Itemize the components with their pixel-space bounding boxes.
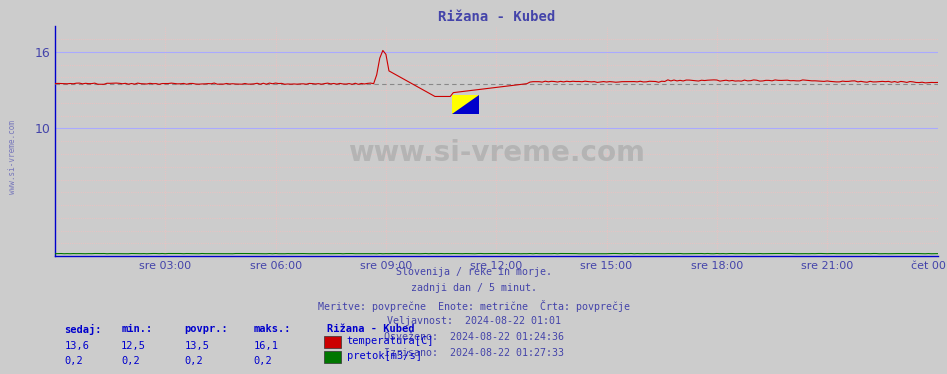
Text: Slovenija / reke in morje.: Slovenija / reke in morje. [396,267,551,278]
Polygon shape [452,95,478,114]
Text: 0,2: 0,2 [121,356,140,366]
Text: pretok[m3/s]: pretok[m3/s] [347,351,421,361]
Text: Osveženo:  2024-08-22 01:24:36: Osveženo: 2024-08-22 01:24:36 [384,332,563,342]
Text: min.:: min.: [121,324,152,334]
Text: 0,2: 0,2 [64,356,83,366]
Text: povpr.:: povpr.: [185,324,228,334]
Text: www.si-vreme.com: www.si-vreme.com [8,120,17,194]
Text: Veljavnost:  2024-08-22 01:01: Veljavnost: 2024-08-22 01:01 [386,316,561,326]
Polygon shape [452,95,478,114]
Text: www.si-vreme.com: www.si-vreme.com [348,139,645,167]
Text: 13,6: 13,6 [64,341,89,351]
Text: Rižana - Kubed: Rižana - Kubed [327,324,414,334]
Text: 16,1: 16,1 [254,341,278,351]
Text: sedaj:: sedaj: [64,324,102,334]
Text: Izrisano:  2024-08-22 01:27:33: Izrisano: 2024-08-22 01:27:33 [384,348,563,358]
Text: 0,2: 0,2 [185,356,204,366]
Text: 13,5: 13,5 [185,341,209,351]
Text: 0,2: 0,2 [254,356,273,366]
Text: maks.:: maks.: [254,324,292,334]
Title: Rižana - Kubed: Rižana - Kubed [438,10,555,24]
Text: 12,5: 12,5 [121,341,146,351]
Text: Meritve: povprečne  Enote: metrične  Črta: povprečje: Meritve: povprečne Enote: metrične Črta:… [317,300,630,312]
Text: temperatura[C]: temperatura[C] [347,336,434,346]
Text: zadnji dan / 5 minut.: zadnji dan / 5 minut. [410,283,537,294]
